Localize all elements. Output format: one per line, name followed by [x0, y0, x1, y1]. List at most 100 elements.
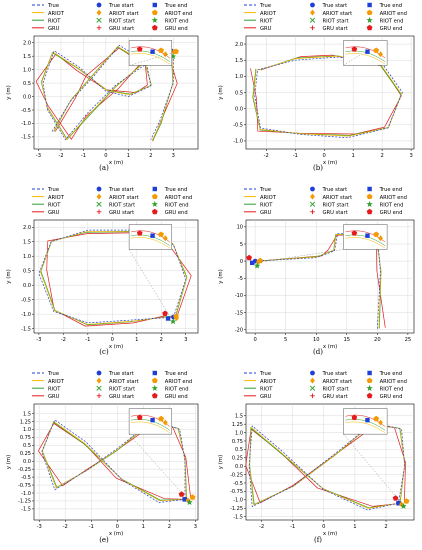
legend-label: True start [321, 3, 347, 9]
inset-ariot-start [162, 419, 168, 426]
inset-gru-end [136, 230, 143, 236]
x-tick-label: -3 [36, 153, 41, 159]
inset-ariot-end [158, 47, 164, 53]
legend-swatch [310, 186, 315, 192]
legend-item-ariot: ARIOT [32, 195, 65, 201]
inset-connector [128, 434, 188, 500]
legend-item-gru-start: GRU start [96, 393, 134, 400]
legend-swatch [96, 25, 102, 31]
legend-label: True [47, 3, 59, 9]
y-tick-label: -1.0 [21, 121, 31, 127]
legend-swatch [96, 385, 102, 391]
legend-swatch [96, 377, 102, 384]
y-tick-label: -0.75 [18, 483, 31, 489]
legend-item-riot-start: RIOT start [309, 201, 349, 208]
legend-label: RIOT end [165, 18, 189, 24]
x-axis-label: x (m) [109, 531, 123, 537]
legend-swatch [152, 370, 157, 376]
y-tick-label: 0.75 [20, 435, 31, 441]
legend-label: ARIOT [260, 11, 277, 17]
legend-swatch [96, 193, 102, 200]
y-tick-label: 1.0 [235, 430, 243, 436]
legend-item-riot-start: RIOT start [96, 201, 135, 208]
ariot-end-marker [173, 48, 179, 54]
x-tick-label: 2 [384, 524, 387, 530]
legend-item-ariot-end: ARIOT end [151, 9, 192, 17]
legend-item-true-start: True start [310, 370, 347, 377]
legend-label: True [259, 371, 271, 377]
legend-label: True [47, 187, 59, 193]
inset-true-end [150, 417, 155, 423]
legend-label: GRU start [109, 26, 134, 32]
plot-area [245, 403, 415, 521]
x-tick-label: 0 [104, 153, 107, 159]
true-end-marker [182, 497, 187, 502]
inset-series-ariot [131, 237, 170, 249]
inset-series-ariot [345, 421, 386, 434]
y-tick-label: 0.0 [235, 464, 243, 470]
inset-ariot-end [373, 47, 380, 53]
series-gru [250, 54, 402, 135]
legend-item-riot-end: RIOT end [366, 16, 403, 24]
y-axis-label: y (m) [6, 269, 12, 283]
legend-label: True start [108, 3, 134, 9]
legend-label: True start [108, 187, 134, 193]
legend-item-gru: GRU [244, 394, 272, 400]
inset-ariot-end [373, 231, 380, 237]
x-tick-label: 0 [111, 337, 114, 343]
legend-item-gru-start: GRU start [310, 393, 348, 400]
legend-item-true-start: True start [96, 370, 134, 377]
x-tick-label: -1 [290, 524, 295, 530]
inset-ariot-start [378, 235, 383, 242]
x-ticks: -3 -2 -1 0 1 2 3 [36, 36, 175, 159]
y-tick-label: -1.0 [233, 139, 243, 145]
y-tick-label: 0.5 [23, 443, 31, 449]
legend-item-gru: GRU [244, 210, 272, 216]
legend-label: ARIOT [48, 11, 65, 17]
inset-connector [343, 434, 402, 504]
ariot-end-marker [257, 257, 263, 264]
legend-item-true-end: True end [367, 370, 402, 377]
x-tick-label: 3 [409, 153, 412, 159]
inset-series-gru [345, 414, 386, 427]
y-tick-label: 0.0 [23, 94, 31, 100]
legend-swatch [96, 2, 102, 8]
x-tick-label: 2 [168, 524, 171, 530]
inset-gru-end [136, 414, 143, 420]
panel-d: True ARIOT RIOT GRU True start ARIOT start RIO… [216, 184, 420, 360]
plot-area [245, 219, 415, 334]
legend-label: True start [321, 371, 347, 377]
y-axis-label: y (m) [6, 85, 12, 99]
legend-item-true-end: True end [152, 186, 187, 193]
x-tick-label: 3 [184, 337, 187, 343]
legend-item-gru-start: GRU start [96, 25, 134, 32]
x-axis-label: x (m) [109, 160, 123, 166]
legend-item-true: True [244, 371, 271, 377]
inset-gru-end [351, 414, 358, 420]
panel-label-a: (a) [99, 164, 109, 172]
legend-swatch [152, 186, 157, 192]
legend-item-true: True [32, 371, 59, 377]
legend-label: True end [379, 187, 402, 193]
legend-label: True end [164, 3, 187, 9]
legend-label: ARIOT start [109, 11, 139, 17]
zoom-inset [255, 224, 388, 264]
legend-label: GRU end [380, 394, 403, 400]
panel-c: True ARIOT RIOT GRU True start ARIOT start RIO… [4, 184, 204, 360]
panel-label-c: (c) [99, 348, 109, 356]
panel-label-b: (b) [313, 164, 323, 172]
legend-label: True end [379, 371, 402, 377]
legend-item-true-start: True start [310, 186, 347, 193]
x-tick-label: 1 [135, 337, 138, 343]
inset-connector [128, 249, 172, 319]
legend-label: True [259, 187, 271, 193]
legend-item-true-end: True end [152, 2, 187, 9]
legend-item-riot: RIOT [32, 202, 61, 208]
legend-label: True [259, 3, 271, 9]
legend-label: GRU end [165, 210, 188, 216]
legend-label: GRU start [322, 26, 347, 32]
legend-swatch [96, 186, 102, 192]
